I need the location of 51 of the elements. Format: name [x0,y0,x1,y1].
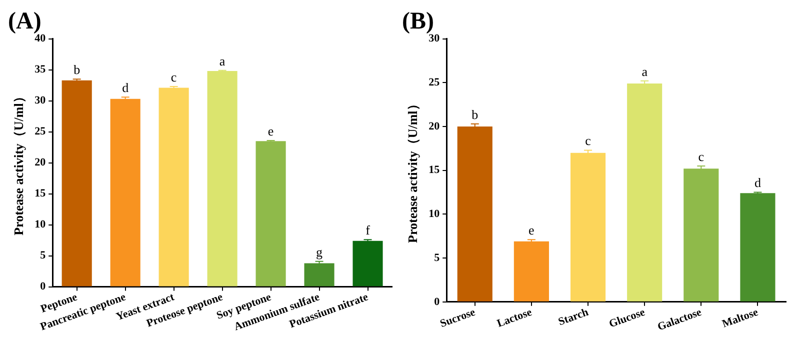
annotation: c [585,133,592,148]
y-tick-label: 30 [428,32,440,45]
bar [457,126,492,302]
annotation: c [698,148,704,164]
annotation: e [268,123,274,138]
bar [110,98,140,286]
y-tick-label: 5 [434,252,440,264]
y-tick-label: 10 [34,218,46,231]
y-tick-label: 5 [40,250,46,262]
y-tick-label: 20 [34,156,46,169]
y-axis-title: Protease activity（U/ml） [405,98,420,243]
bar [256,141,286,286]
x-tick-label: Lactose [496,306,534,330]
bar [207,71,238,286]
chart-title: (A) [8,8,42,35]
y-tick-label: 20 [428,120,440,132]
x-tick-label: Starch [556,306,590,328]
bar [740,193,776,302]
bar [570,152,606,302]
bar [158,88,189,286]
y-tick-label: 10 [428,208,440,220]
bar [352,240,383,286]
bar [684,168,719,302]
annotation: e [528,222,535,238]
annotation: a [642,64,648,79]
chart-title: (B) [402,8,434,35]
bar [304,263,334,286]
x-tick-label: Maltose [720,306,760,330]
y-tick-label: 0 [40,280,46,293]
annotation: d [754,175,762,190]
bar [514,241,549,302]
y-tick-label: 15 [428,164,440,176]
y-tick-label: 25 [34,126,46,138]
annotation: b [472,106,478,122]
annotation: a [219,53,226,68]
x-tick-label: Sucrose [438,306,477,330]
annotation: g [316,244,324,260]
annotation: b [74,62,80,78]
y-tick-label: 15 [34,188,46,200]
bar [62,80,92,286]
y-tick-label: 25 [428,76,440,88]
y-tick-label: 0 [434,296,440,308]
annotation: f [366,222,371,238]
y-tick-label: 30 [34,94,46,107]
x-tick-label: Glucose [607,306,647,330]
annotation: c [170,69,177,84]
annotation: d [122,80,130,95]
y-tick-label: 40 [34,32,46,45]
bar [627,84,662,302]
y-axis-title: Protease activity（U/ml） [11,90,26,236]
y-tick-label: 35 [34,64,46,76]
